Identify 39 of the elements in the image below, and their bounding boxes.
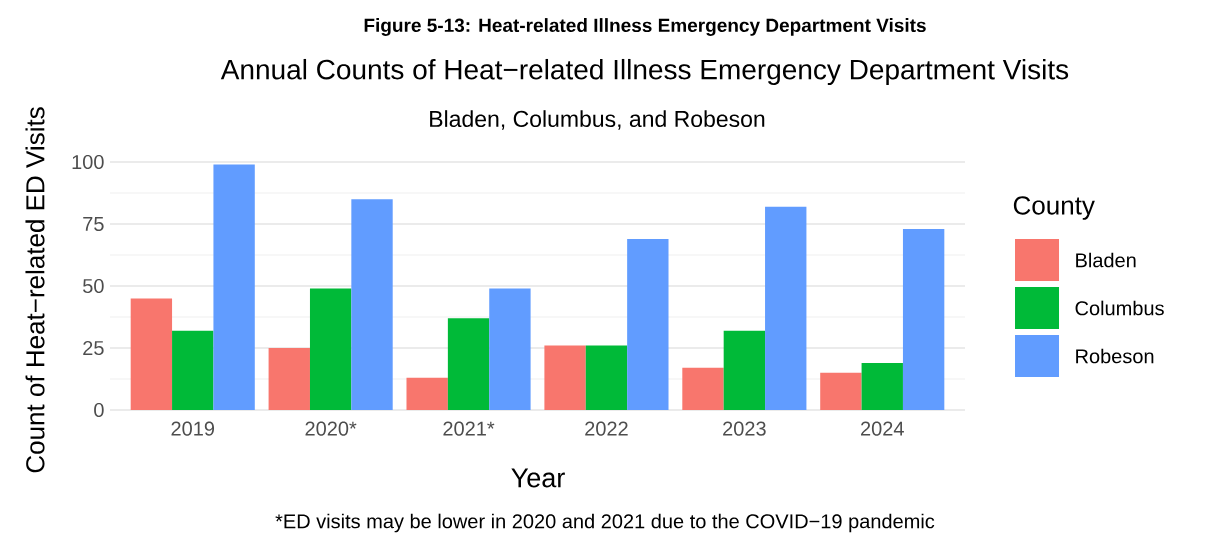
bar: [447, 318, 490, 410]
legend-label: Robeson: [1076, 348, 1154, 364]
y-axis-title: Count of Heat−related ED Visits: [25, 107, 45, 473]
bar: [172, 330, 214, 410]
text: *ED visits may be lower in 2020 and 2021 due to the COVID−19 pandemic: [275, 513, 935, 533]
bar: [213, 164, 255, 410]
bar: [406, 377, 448, 410]
y-tick-label: 75: [83, 217, 104, 231]
y-tick-label: 25: [83, 340, 104, 356]
bar: [309, 288, 352, 410]
bar: [489, 288, 531, 410]
chart-subtitle: Annual Counts of Heat−related Illness Emergency Department Visits: [220, 58, 1069, 86]
y-tick-label: 0: [94, 402, 104, 418]
x-tick-label: 2020*: [305, 421, 357, 436]
bar: [820, 372, 862, 410]
x-tick-label: 2023: [723, 421, 766, 436]
x-tick-label: 2021*: [443, 421, 495, 436]
bar: [130, 298, 173, 410]
legend-label: Columbus: [1075, 300, 1164, 316]
bar: [585, 345, 628, 410]
text: Bladen, Columbus, and Robeson: [430, 110, 765, 130]
x-tick-label: 2024: [861, 421, 904, 436]
bar: [861, 362, 903, 410]
x-tick-label: 2022: [585, 421, 628, 436]
bar: [268, 348, 310, 410]
bar: [723, 330, 766, 410]
bar: [627, 238, 669, 410]
x-tick-label: 2019: [171, 421, 215, 436]
bar: [351, 199, 393, 410]
chart-title: Figure 5-13: Heat-related Illness Emergency Department Visits: [364, 18, 926, 36]
bar: [902, 228, 945, 410]
bar: [544, 345, 586, 410]
legend-label: Bladen: [1076, 252, 1136, 268]
bar: [765, 206, 807, 410]
x-axis-title: Year: [511, 468, 565, 488]
y-tick-label: 100: [72, 154, 104, 170]
y-tick-label: 50: [83, 278, 104, 294]
legend-title: County: [1013, 196, 1095, 220]
bar: [682, 367, 724, 410]
